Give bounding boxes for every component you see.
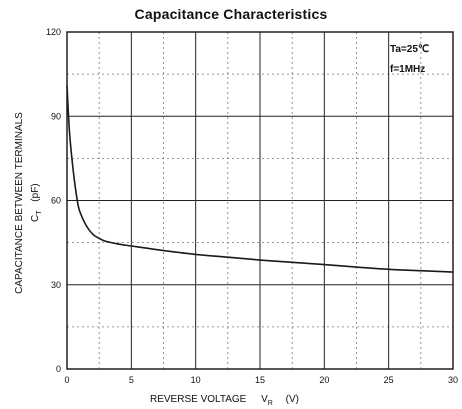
y-tick-label: 90 xyxy=(51,111,61,121)
x-tick-label: 25 xyxy=(384,375,394,385)
x-axis-symbol: V xyxy=(261,394,268,405)
y-tick-label: 60 xyxy=(51,196,61,206)
chart-title: Capacitance Characteristics xyxy=(134,6,328,22)
x-tick-label: 0 xyxy=(64,375,69,385)
y-tick-label: 120 xyxy=(46,27,61,37)
y-axis-unit: (pF) xyxy=(30,183,41,201)
x-tick-label: 15 xyxy=(255,375,265,385)
y-axis-symbol-main: C xyxy=(30,215,41,222)
annotation-temperature: Ta=25℃ xyxy=(390,44,430,55)
x-tick-label: 20 xyxy=(319,375,329,385)
y-tick-label: 0 xyxy=(56,364,61,374)
y-axis-symbol: CT (pF) xyxy=(30,183,44,222)
y-axis-symbol-sub: T xyxy=(36,210,43,215)
x-tick-label: 5 xyxy=(129,375,134,385)
plot-frame xyxy=(66,31,454,370)
annotation-frequency: f=1MHz xyxy=(390,64,426,75)
y-tick-label: 30 xyxy=(51,280,61,290)
grid-lines xyxy=(67,32,453,369)
x-axis-label-text: REVERSE VOLTAGE xyxy=(150,394,247,405)
x-axis-label: REVERSE VOLTAGE VR (V) xyxy=(150,394,299,408)
x-tick-labels: 0 5 10 15 20 25 30 xyxy=(64,375,458,385)
x-tick-label: 10 xyxy=(191,375,201,385)
y-axis-label: CAPACITANCE BETWEEN TERMINALS xyxy=(14,112,25,294)
x-tick-label: 30 xyxy=(448,375,458,385)
y-tick-labels: 0 30 60 90 120 xyxy=(46,27,61,374)
x-axis-unit: (V) xyxy=(286,394,299,405)
x-axis-symbol-sub: R xyxy=(268,400,273,407)
series-curve xyxy=(66,85,454,273)
